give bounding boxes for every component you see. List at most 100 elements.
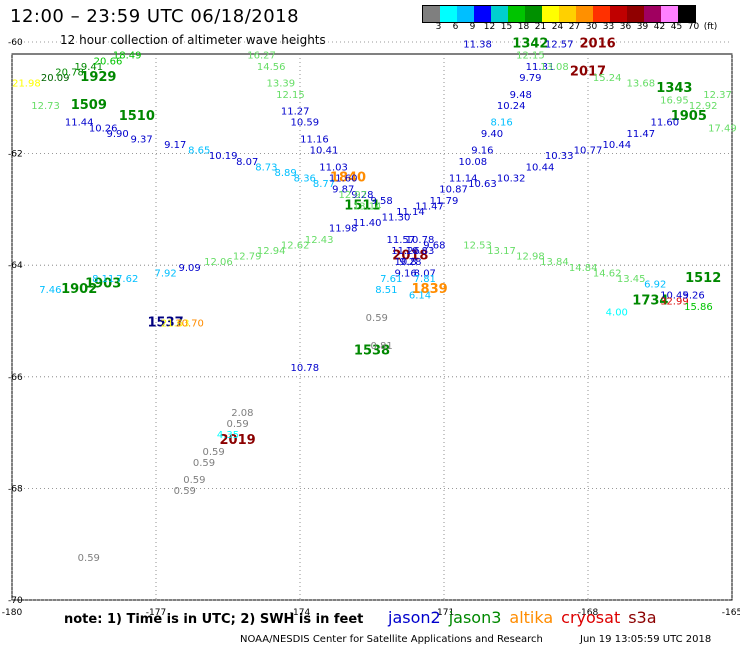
- wave-height-label: 11.31: [526, 62, 555, 73]
- wave-height-label: 12.98: [516, 252, 545, 263]
- wave-height-label: 11.47: [626, 129, 655, 140]
- color-swatch: [576, 6, 593, 22]
- wave-height-label: 11.60: [329, 174, 358, 185]
- wave-height-label: 7.92: [154, 268, 176, 279]
- wave-height-label: 14.56: [257, 62, 286, 73]
- wave-height-label: 11.79: [430, 196, 459, 207]
- wave-height-label: 6.14: [409, 291, 431, 302]
- wave-height-label: 13.08: [540, 62, 569, 73]
- wave-height-label: 0.59: [226, 419, 248, 430]
- wave-height-label: 8.11: [92, 274, 114, 285]
- y-tick-label: -62: [8, 150, 23, 160]
- wave-height-label: 10.78: [290, 363, 319, 374]
- wave-height-label: 12.73: [31, 101, 60, 112]
- wave-height-label: 13.17: [487, 246, 516, 257]
- legend-item: s3a: [628, 608, 657, 627]
- time-label: 1537: [148, 316, 184, 331]
- wave-height-label: 0.59: [366, 313, 388, 324]
- wave-height-label: 8.73: [255, 162, 277, 173]
- time-label: 1343: [656, 81, 692, 96]
- wave-height-label: 12.37: [703, 90, 732, 101]
- wave-height-label: 11.44: [65, 118, 94, 129]
- wave-height-label: 13.39: [266, 79, 295, 90]
- footer-credit: NOAA/NESDIS Center for Satellite Applica…: [240, 634, 543, 645]
- wave-height-label: 20.78: [55, 67, 84, 78]
- time-label: 1509: [71, 98, 107, 113]
- wave-height-label: 19.41: [74, 62, 103, 73]
- wave-height-label: 16.27: [247, 51, 276, 62]
- color-scale-label: (ft): [703, 22, 718, 32]
- wave-height-label: 12.06: [204, 257, 233, 268]
- color-scale-label: 39: [636, 22, 649, 32]
- wave-height-label: 0.59: [183, 475, 205, 486]
- wave-height-label: 8.07: [414, 268, 436, 279]
- wave-height-label: 10.45: [660, 291, 689, 302]
- wave-height-label: 21.63: [161, 319, 190, 330]
- wave-height-label: 9.48: [510, 90, 532, 101]
- wave-height-label: 10.8: [394, 257, 416, 268]
- color-swatch: [661, 6, 678, 22]
- chart-title: 12:00 – 23:59 UTC 06/18/2018: [10, 6, 300, 27]
- wave-height-label: 17.49: [708, 123, 737, 134]
- color-swatch: [559, 6, 576, 22]
- wave-height-label: 13.68: [626, 79, 655, 90]
- x-tick-label: -177: [146, 608, 166, 618]
- footer-timestamp: Jun 19 13:05:59 UTC 2018: [580, 634, 712, 645]
- wave-height-label: 0.59: [174, 486, 196, 497]
- color-scale-label: 12: [483, 22, 496, 32]
- wave-height-label: 13.45: [617, 274, 646, 285]
- wave-height-label: 11.03: [319, 162, 348, 173]
- color-scale-bar: [422, 5, 696, 23]
- color-swatch: [610, 6, 627, 22]
- x-tick-label: -180: [2, 608, 23, 618]
- time-label: 1839: [412, 282, 448, 297]
- wave-height-label: 11.16: [300, 134, 329, 145]
- color-swatch: [440, 6, 457, 22]
- wave-height-label: 10.32: [497, 174, 526, 185]
- wave-height-label: 9.58: [370, 196, 392, 207]
- wave-height-label: 10.33: [545, 151, 574, 162]
- wave-height-label: 9.90: [106, 129, 128, 140]
- color-swatch: [644, 6, 661, 22]
- wave-height-label: 11.30: [382, 213, 411, 224]
- time-label: 2018: [392, 249, 428, 264]
- wave-height-label: 10.08: [458, 157, 487, 168]
- wave-height-label: 10.44: [526, 162, 555, 173]
- wave-height-label: 9.09: [178, 263, 200, 274]
- color-scale-label: 6: [452, 22, 459, 32]
- time-label: 1512: [685, 271, 721, 286]
- wave-height-label: 12.94: [257, 246, 286, 257]
- wave-height-label: 20.09: [41, 73, 70, 84]
- wave-height-label: 8.36: [294, 174, 316, 185]
- wave-height-label: 8.51: [375, 285, 397, 296]
- time-label: 2016: [580, 37, 616, 52]
- legend-item: jason3: [448, 608, 502, 627]
- wave-height-label: 13.84: [540, 257, 569, 268]
- wave-height-label: 32.99: [660, 296, 689, 307]
- wave-height-label: 10.59: [290, 118, 319, 129]
- wave-height-label: 9.40: [481, 129, 503, 140]
- wave-height-label: 4.35: [217, 430, 239, 441]
- color-swatch: [474, 6, 491, 22]
- wave-height-label: 7.81: [414, 274, 436, 285]
- color-scale-label: 24: [551, 22, 564, 32]
- wave-height-label: 0.81: [370, 341, 392, 352]
- color-scale-label: 70: [687, 22, 700, 32]
- color-swatch: [423, 6, 440, 22]
- wave-height-label: 11.26: [391, 246, 420, 257]
- color-scale-label: 42: [653, 22, 666, 32]
- wave-height-label: 9.68: [423, 240, 445, 251]
- wave-height-label: 10.41: [310, 146, 339, 157]
- color-scale-label: 9: [469, 22, 476, 32]
- wave-height-label: 9.16: [471, 146, 493, 157]
- wave-height-label: 9.28: [351, 190, 373, 201]
- wave-height-label: 11.57: [386, 235, 415, 246]
- wave-height-label: 11.27: [281, 107, 310, 118]
- color-scale-label: 30: [585, 22, 598, 32]
- wave-height-label: 14.84: [569, 263, 598, 274]
- wave-height-label: 8.16: [490, 118, 512, 129]
- color-scale-label: 36: [619, 22, 632, 32]
- y-tick-label: -60: [8, 38, 23, 48]
- time-label: 1902: [61, 282, 97, 297]
